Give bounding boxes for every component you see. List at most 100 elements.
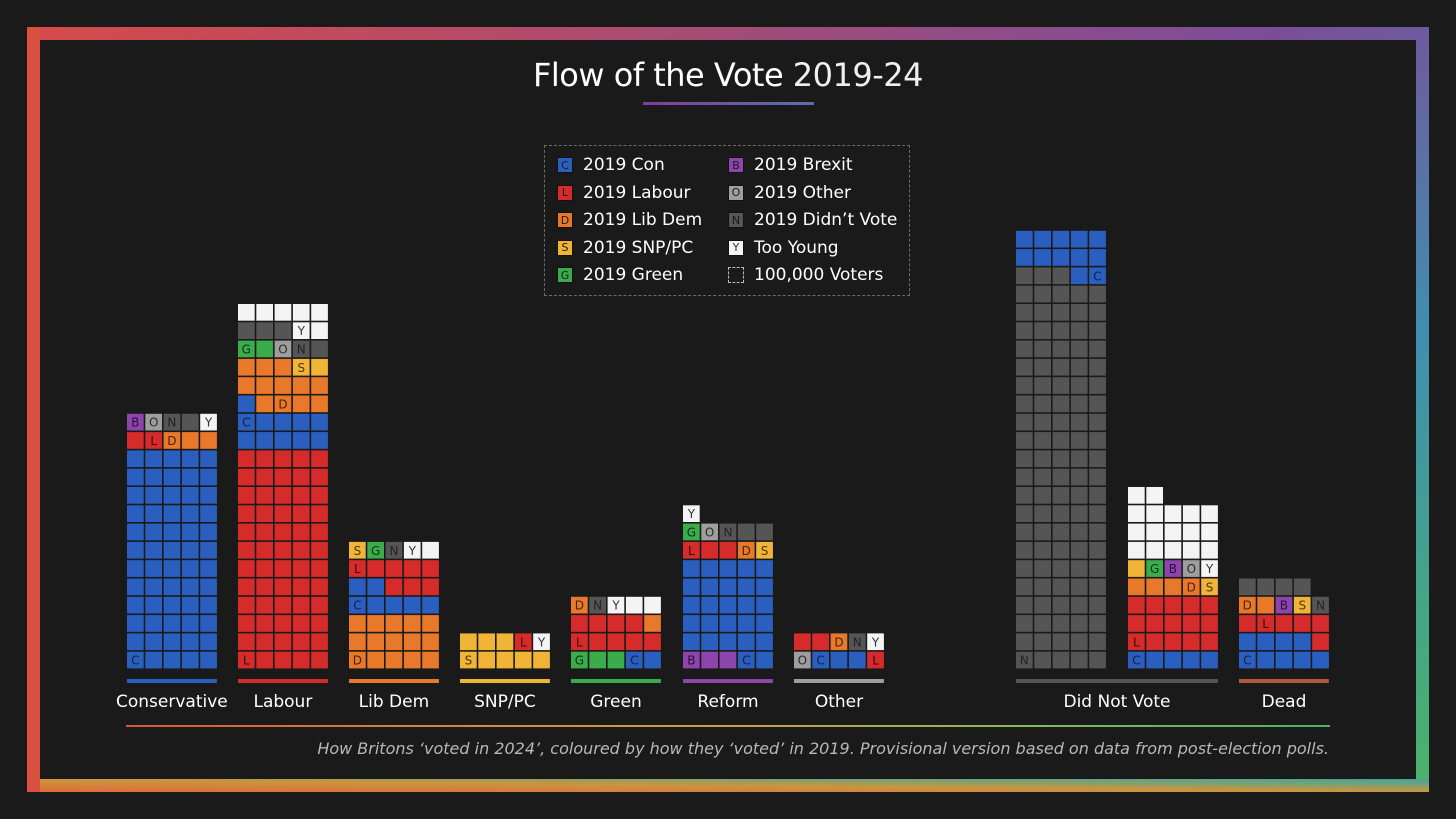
legend-label: Too Young — [754, 237, 839, 258]
bar-labour-cell-lab — [256, 633, 273, 651]
bar-did-not-vote-b-cell-snp — [1201, 578, 1218, 596]
bar-labour-cell-con — [292, 432, 310, 449]
bar-lib-dem-cell-ld — [349, 615, 366, 632]
bar-labour-cell-lab — [274, 468, 292, 486]
bar-did-not-vote-b-cell-con — [1182, 651, 1200, 669]
bar-dead-cell-dnv — [1312, 596, 1329, 614]
bar-dead-cell-con — [1312, 651, 1329, 669]
legend-item-brx: B 2019 Brexit — [728, 154, 853, 176]
bar-conservative-cell-yng — [200, 413, 217, 431]
bar-reform-cell-grn — [683, 523, 700, 541]
bar-did-not-vote-a-cell-dnv — [1070, 304, 1088, 321]
bar-labour-cell-lab — [256, 468, 273, 486]
bar-lib-dem-cell-lab — [403, 578, 421, 596]
bar-green-cell-letter: Y — [611, 599, 620, 613]
bar-conservative-cell-con — [145, 615, 162, 632]
bar-snp-pc-cell-letter: L — [520, 635, 527, 649]
bar-conservative-cell-con — [127, 596, 144, 614]
bar-labour-cell-dnv — [238, 322, 255, 339]
bar-did-not-vote-a-cell-dnv — [1070, 358, 1088, 376]
bar-conservative-cell-con — [200, 523, 217, 541]
bar-conservative-cell-con — [127, 633, 144, 651]
bar-conservative-cell-con — [181, 651, 199, 669]
bar-lib-dem-cell-lab — [422, 560, 439, 577]
bar-labour-cell-ld — [256, 395, 273, 413]
bar-other-cell-letter: L — [872, 654, 879, 668]
bar-lib-dem-cell-lab — [385, 560, 403, 577]
bar-did-not-vote-b-cell-yng — [1164, 523, 1182, 541]
bar-did-not-vote-b-cell-yng — [1164, 541, 1182, 559]
bar-labour-cell-lab — [292, 523, 310, 541]
bar-did-not-vote-b-cell-yng — [1146, 505, 1163, 522]
bar-did-not-vote-b-cell-con — [1128, 651, 1145, 669]
bar-snp-pc-cell-snp — [496, 633, 514, 651]
bar-reform-cell-dnv — [737, 523, 755, 541]
bar-did-not-vote-a-cell-dnv — [1016, 651, 1033, 669]
bar-dead-cell-con — [1275, 651, 1293, 669]
bar-did-not-vote-a-cell-dnv — [1016, 358, 1033, 376]
bar-did-not-vote-a-cell-dnv — [1052, 615, 1070, 632]
bar-reform-cell-con — [719, 560, 737, 577]
bar-did-not-vote-a-cell-dnv — [1070, 285, 1088, 303]
legend-swatch-oth: O — [728, 184, 744, 201]
bar-conservative-cell-con — [145, 523, 162, 541]
bar-conservative-cell-con — [200, 487, 217, 504]
bar-other-cell-lab — [794, 633, 811, 651]
bar-other-cell-dnv — [848, 633, 866, 651]
bar-green-cell-letter: D — [575, 599, 584, 613]
bar-other-cell-lab — [867, 651, 884, 669]
bar-underline-green — [571, 679, 661, 683]
bar-did-not-vote-a-cell-dnv — [1052, 432, 1070, 449]
bar-lib-dem-cell-ld — [385, 633, 403, 651]
bar-labour-cell-lab — [292, 596, 310, 614]
bar-dead-cell-lab — [1239, 615, 1256, 632]
bar-did-not-vote-b-cell-yng — [1128, 541, 1145, 559]
bar-did-not-vote-a-cell-dnv — [1089, 615, 1106, 632]
bar-labour-cell-lab — [311, 505, 328, 522]
bar-conservative-cell-letter: Y — [204, 416, 213, 430]
bar-did-not-vote-b-cell-grn — [1146, 560, 1163, 577]
bar-green-cell-dnv — [589, 596, 606, 614]
bar-snp-pc-cell-lab — [514, 633, 532, 651]
bar-did-not-vote-a-cell-dnv — [1016, 541, 1033, 559]
bar-did-not-vote-a-cell-dnv — [1052, 560, 1070, 577]
bar-conservative-cell-con — [200, 596, 217, 614]
bar-did-not-vote-a-cell-dnv — [1070, 560, 1088, 577]
bar-green-cell-lab — [607, 615, 625, 632]
bar-labour-cell-lab — [238, 633, 255, 651]
bar-did-not-vote-a-cell-dnv — [1016, 285, 1033, 303]
bar-reform-cell-con — [737, 633, 755, 651]
bar-labour-cell-letter: L — [243, 654, 250, 668]
bar-did-not-vote-a-cell-dnv — [1016, 560, 1033, 577]
bar-green-cell-yng — [625, 596, 643, 614]
bar-did-not-vote-a-cell-dnv — [1034, 395, 1051, 413]
bar-did-not-vote-a-cell-dnv — [1089, 523, 1106, 541]
bar-dead-cell-letter: S — [1298, 599, 1306, 613]
bar-did-not-vote-a-cell-dnv — [1070, 432, 1088, 449]
bar-did-not-vote-a-cell-dnv — [1052, 633, 1070, 651]
bar-did-not-vote-a-cell-dnv — [1034, 487, 1051, 504]
bar-underline-conservative — [127, 679, 217, 683]
bar-labour-cell-lab — [292, 487, 310, 504]
bar-did-not-vote-a-cell-dnv — [1034, 651, 1051, 669]
bar-labour-cell-lab — [292, 541, 310, 559]
bar-labour-cell-yng — [256, 304, 273, 321]
bar-dead-cell-lab — [1312, 615, 1329, 632]
bar-lib-dem-cell-ld — [385, 651, 403, 669]
bar-labour-cell-lab — [238, 541, 255, 559]
bar-did-not-vote-a-cell-dnv — [1016, 413, 1033, 431]
bar-labour-cell-letter: N — [297, 342, 306, 356]
bar-lib-dem-cell-con — [422, 596, 439, 614]
bar-reform-cell-con — [701, 615, 718, 632]
legend-swatch-ld: D — [557, 212, 573, 228]
bar-conservative-cell-con — [181, 505, 199, 522]
bar-green-cell-letter: L — [576, 635, 583, 649]
bar-labour-cell-yng — [274, 304, 292, 321]
bar-conservative-cell-con — [145, 505, 162, 522]
bar-did-not-vote-a-cell-con — [1016, 249, 1033, 266]
bar-did-not-vote-a-cell-dnv — [1089, 578, 1106, 596]
bar-reform-cell-brx — [701, 651, 718, 669]
bar-dead-cell-lab — [1312, 633, 1329, 651]
bar-did-not-vote-b-cell-yng — [1201, 560, 1218, 577]
bar-did-not-vote-a-cell-dnv — [1052, 450, 1070, 468]
